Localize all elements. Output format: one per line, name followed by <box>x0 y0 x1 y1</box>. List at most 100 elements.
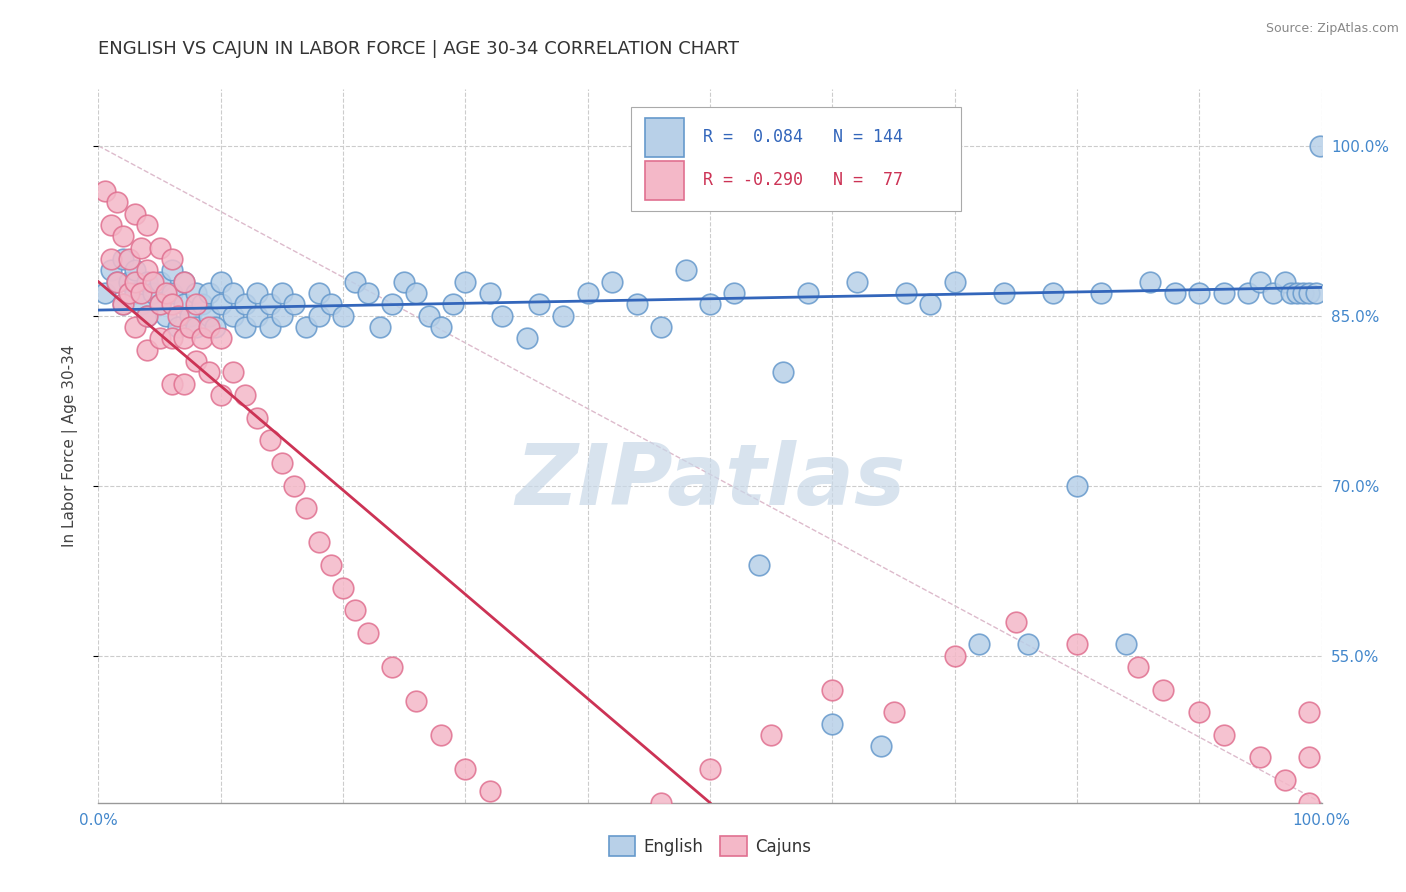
Point <box>1274 773 1296 788</box>
Point <box>259 434 281 448</box>
Point <box>233 297 256 311</box>
Point <box>1128 660 1150 674</box>
Point <box>576 887 599 892</box>
Point <box>149 331 172 345</box>
FancyBboxPatch shape <box>645 161 685 200</box>
Point <box>111 252 134 266</box>
Point <box>186 286 208 301</box>
Text: R = -0.290   N =  77: R = -0.290 N = 77 <box>703 171 903 189</box>
Point <box>454 762 477 776</box>
Point <box>430 320 453 334</box>
Point <box>129 286 152 301</box>
Point <box>160 252 183 266</box>
Point <box>613 841 636 855</box>
Point <box>142 275 165 289</box>
Point <box>308 286 330 301</box>
Point <box>295 320 318 334</box>
Point <box>405 286 427 301</box>
Point <box>173 275 195 289</box>
Point <box>179 320 201 334</box>
Point <box>441 297 464 311</box>
Point <box>149 275 172 289</box>
Point <box>155 286 177 301</box>
Point <box>160 376 183 391</box>
Y-axis label: In Labor Force | Age 30-34: In Labor Force | Age 30-34 <box>62 344 77 548</box>
Point <box>478 286 501 301</box>
Point <box>118 286 141 301</box>
Point <box>308 309 330 323</box>
Point <box>527 297 550 311</box>
Point <box>553 852 575 866</box>
Point <box>111 297 134 311</box>
Point <box>222 309 245 323</box>
Text: ZIPatlas: ZIPatlas <box>515 440 905 524</box>
Point <box>259 320 281 334</box>
Point <box>149 297 172 311</box>
Point <box>1298 286 1320 301</box>
Point <box>344 275 367 289</box>
Point <box>1249 750 1271 764</box>
Point <box>1042 286 1064 301</box>
Point <box>204 320 226 334</box>
Point <box>748 558 770 572</box>
Point <box>319 558 342 572</box>
Point <box>870 739 893 754</box>
Point <box>118 252 141 266</box>
Point <box>149 241 172 255</box>
Point <box>136 309 159 323</box>
Point <box>136 263 159 277</box>
Point <box>344 603 367 617</box>
Point <box>1139 275 1161 289</box>
Point <box>270 286 294 301</box>
Point <box>136 218 159 232</box>
Point <box>356 626 378 640</box>
Point <box>118 275 141 289</box>
Point <box>943 275 966 289</box>
Point <box>155 309 177 323</box>
Point <box>1164 286 1187 301</box>
Point <box>1292 286 1315 301</box>
Point <box>209 388 232 402</box>
Point <box>246 286 269 301</box>
Point <box>105 275 128 289</box>
Point <box>283 297 305 311</box>
Point <box>1249 275 1271 289</box>
FancyBboxPatch shape <box>630 107 960 211</box>
Point <box>124 286 146 301</box>
Point <box>1309 138 1331 153</box>
Point <box>142 286 165 301</box>
Point <box>381 297 404 311</box>
Point <box>1279 286 1302 301</box>
Point <box>136 309 159 323</box>
Point <box>100 218 122 232</box>
Point <box>332 581 354 595</box>
Text: R =  0.084   N = 144: R = 0.084 N = 144 <box>703 128 903 146</box>
Point <box>1298 705 1320 719</box>
Point <box>149 297 172 311</box>
Point <box>186 320 208 334</box>
Point <box>1298 750 1320 764</box>
Point <box>478 784 501 798</box>
Point <box>222 365 245 379</box>
Point <box>111 229 134 244</box>
Point <box>967 637 990 651</box>
Point <box>167 320 190 334</box>
Point <box>454 275 477 289</box>
Point <box>129 241 152 255</box>
Point <box>699 762 721 776</box>
Point <box>197 286 219 301</box>
Point <box>100 252 122 266</box>
Point <box>191 331 214 345</box>
Point <box>418 309 440 323</box>
Point <box>356 286 378 301</box>
Point <box>93 184 115 198</box>
Point <box>160 286 183 301</box>
Point <box>124 207 146 221</box>
Point <box>1017 637 1039 651</box>
Point <box>105 195 128 210</box>
Point <box>209 275 232 289</box>
Point <box>111 297 134 311</box>
Point <box>160 297 183 311</box>
Point <box>179 309 201 323</box>
Point <box>191 297 214 311</box>
